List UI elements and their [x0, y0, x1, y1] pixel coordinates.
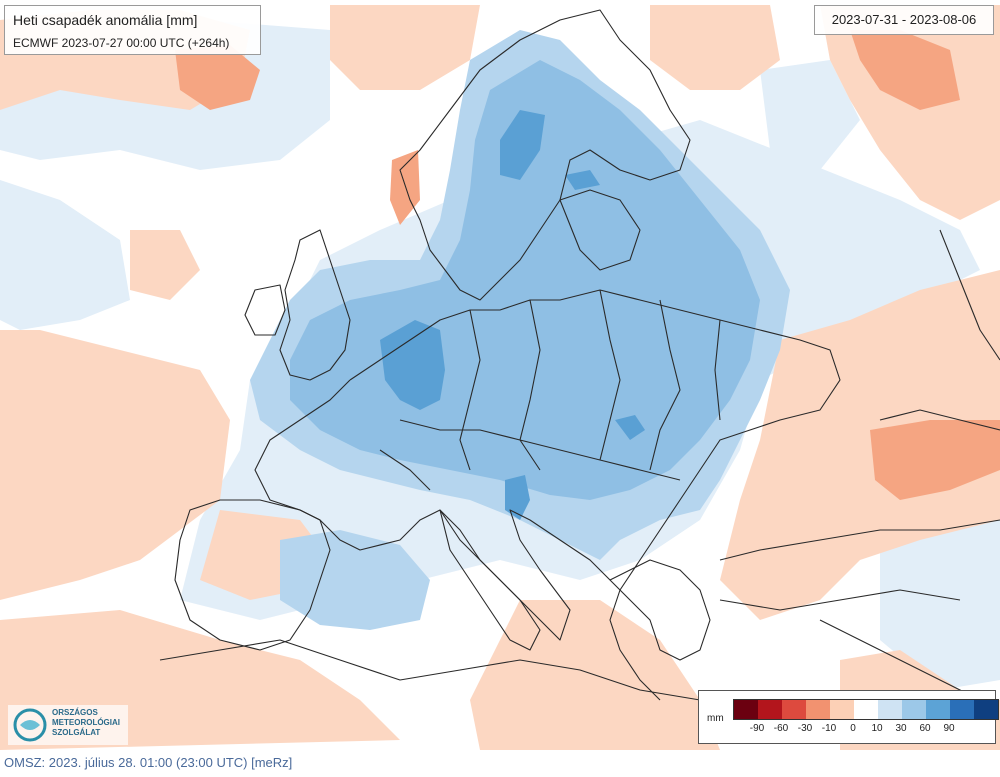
omsz-logo-text: ORSZÁGOS METEOROLÓGIAI SZOLGÁLAT: [52, 708, 120, 737]
legend-tick-label: 0: [850, 723, 856, 734]
legend-swatch: [902, 700, 926, 719]
omsz-logo-icon: [13, 708, 47, 742]
legend-swatch: [806, 700, 830, 719]
strong-negative-zones: [175, 30, 1000, 500]
legend-tick-label: 90: [943, 723, 955, 734]
legend-tick-label: -60: [773, 723, 789, 734]
precipitation-anomaly-map: [0, 5, 1000, 750]
legend-ticks: -90 -60 -30 -10 0 10 30 60 90: [733, 723, 997, 737]
footer-timestamp: OMSZ: 2023. július 28. 01:00 (23:00 UTC)…: [4, 755, 293, 770]
model-run-label: ECMWF 2023-07-27 00:00 UTC (+264h): [13, 36, 230, 50]
legend-tick-label: 60: [919, 723, 931, 734]
period-label: 2023-07-31 - 2023-08-06: [814, 5, 994, 35]
color-legend: mm -90 -60 -30 -10 0 10 30 60 90: [698, 690, 999, 744]
legend-swatch: [950, 700, 974, 719]
positive-60-90-zones: [380, 110, 645, 520]
legend-tick-label: -90: [749, 723, 765, 734]
coastlines-and-borders: [159, 9, 1000, 701]
map-title-box: Heti csapadék anomália [mm] ECMWF 2023-0…: [4, 5, 261, 55]
legend-tick-label: -30: [797, 723, 813, 734]
legend-swatch: [734, 700, 758, 719]
legend-swatch: [782, 700, 806, 719]
legend-swatch: [878, 700, 902, 719]
legend-tick-label: 30: [895, 723, 907, 734]
legend-swatch: [926, 700, 950, 719]
legend-unit: mm: [707, 713, 724, 724]
map-title: Heti csapadék anomália [mm]: [13, 12, 198, 28]
legend-tick-label: 10: [871, 723, 883, 734]
legend-swatch: [830, 700, 854, 719]
legend-swatch: [854, 700, 878, 719]
legend-swatches: [733, 699, 999, 720]
legend-swatch: [974, 700, 998, 719]
legend-tick-label: -10: [821, 723, 837, 734]
legend-swatch: [758, 700, 782, 719]
omsz-logo: ORSZÁGOS METEOROLÓGIAI SZOLGÁLAT: [8, 705, 128, 745]
